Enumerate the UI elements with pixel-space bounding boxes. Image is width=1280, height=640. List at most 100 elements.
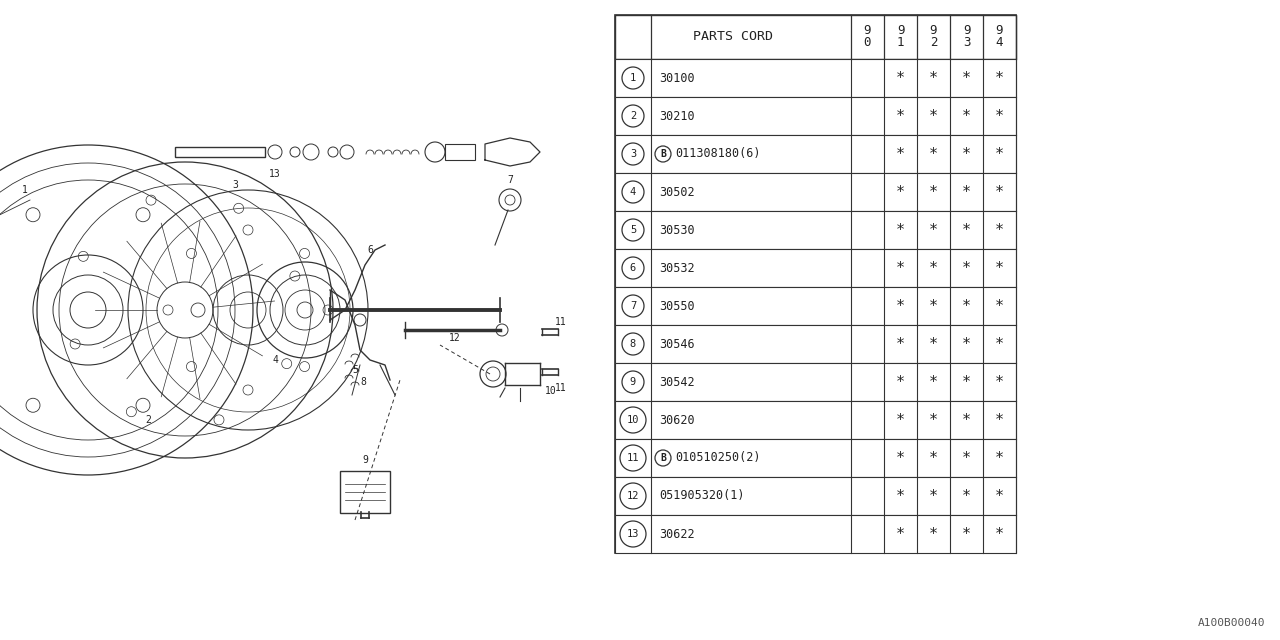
Text: *: * bbox=[896, 223, 905, 237]
Text: 10: 10 bbox=[545, 386, 557, 396]
Text: 6: 6 bbox=[630, 263, 636, 273]
Bar bbox=[614, 249, 1016, 287]
Text: 1: 1 bbox=[630, 73, 636, 83]
Text: *: * bbox=[995, 337, 1004, 351]
Text: 4: 4 bbox=[273, 355, 278, 365]
Text: *: * bbox=[995, 109, 1004, 124]
Text: 9
4: 9 4 bbox=[996, 24, 1004, 49]
Text: *: * bbox=[929, 374, 938, 390]
Bar bbox=[614, 477, 1016, 515]
Text: 30532: 30532 bbox=[659, 262, 695, 275]
Text: *: * bbox=[963, 70, 972, 86]
Text: *: * bbox=[929, 451, 938, 465]
Text: B: B bbox=[660, 453, 666, 463]
Text: *: * bbox=[929, 413, 938, 428]
Text: *: * bbox=[995, 527, 1004, 541]
Text: *: * bbox=[929, 147, 938, 161]
Text: 13: 13 bbox=[269, 169, 280, 179]
Text: *: * bbox=[896, 184, 905, 200]
Text: *: * bbox=[995, 374, 1004, 390]
Text: *: * bbox=[995, 147, 1004, 161]
Text: 6: 6 bbox=[367, 245, 372, 255]
Text: 30100: 30100 bbox=[659, 72, 695, 84]
Text: 010510250(2): 010510250(2) bbox=[675, 451, 760, 465]
Bar bbox=[445, 144, 475, 160]
Text: 30502: 30502 bbox=[659, 186, 695, 198]
Text: 30622: 30622 bbox=[659, 527, 695, 541]
Text: *: * bbox=[963, 223, 972, 237]
Text: 12: 12 bbox=[449, 333, 461, 343]
Text: 11: 11 bbox=[556, 317, 567, 327]
Text: *: * bbox=[963, 109, 972, 124]
Bar bbox=[175, 147, 265, 157]
Text: 30530: 30530 bbox=[659, 223, 695, 237]
Text: 9: 9 bbox=[362, 455, 367, 465]
Text: *: * bbox=[929, 527, 938, 541]
Text: *: * bbox=[995, 223, 1004, 237]
Text: *: * bbox=[929, 223, 938, 237]
Bar bbox=[614, 15, 1016, 59]
Text: 9: 9 bbox=[630, 377, 636, 387]
Text: 5: 5 bbox=[352, 365, 358, 375]
Bar bbox=[614, 287, 1016, 325]
Text: *: * bbox=[963, 337, 972, 351]
Text: *: * bbox=[896, 413, 905, 428]
Text: 5: 5 bbox=[630, 225, 636, 235]
Text: 9
0: 9 0 bbox=[864, 24, 872, 49]
Bar bbox=[614, 325, 1016, 363]
Text: *: * bbox=[929, 298, 938, 314]
Text: *: * bbox=[896, 70, 905, 86]
Text: B: B bbox=[660, 149, 666, 159]
Text: *: * bbox=[896, 527, 905, 541]
Text: *: * bbox=[995, 70, 1004, 86]
Text: 9
2: 9 2 bbox=[929, 24, 937, 49]
Text: 9
3: 9 3 bbox=[963, 24, 970, 49]
Text: *: * bbox=[963, 184, 972, 200]
Text: 3: 3 bbox=[630, 149, 636, 159]
Bar bbox=[614, 211, 1016, 249]
Text: 11: 11 bbox=[627, 453, 639, 463]
Text: *: * bbox=[896, 488, 905, 504]
Text: *: * bbox=[896, 337, 905, 351]
Text: 2: 2 bbox=[630, 111, 636, 121]
Bar bbox=[614, 135, 1016, 173]
Bar bbox=[614, 15, 1016, 553]
Text: *: * bbox=[963, 488, 972, 504]
Bar bbox=[614, 97, 1016, 135]
Text: *: * bbox=[995, 488, 1004, 504]
Text: 011308180(6): 011308180(6) bbox=[675, 147, 760, 161]
Text: *: * bbox=[995, 413, 1004, 428]
Text: *: * bbox=[963, 413, 972, 428]
Text: *: * bbox=[929, 337, 938, 351]
Text: *: * bbox=[995, 260, 1004, 275]
Text: *: * bbox=[963, 527, 972, 541]
Text: *: * bbox=[896, 109, 905, 124]
Text: *: * bbox=[929, 109, 938, 124]
Text: *: * bbox=[929, 260, 938, 275]
Text: *: * bbox=[896, 374, 905, 390]
Text: *: * bbox=[995, 451, 1004, 465]
Text: 30550: 30550 bbox=[659, 300, 695, 312]
Text: 30620: 30620 bbox=[659, 413, 695, 426]
Text: 10: 10 bbox=[627, 415, 639, 425]
Text: 11: 11 bbox=[556, 383, 567, 393]
Text: *: * bbox=[896, 147, 905, 161]
Text: 3: 3 bbox=[232, 180, 238, 190]
Text: *: * bbox=[963, 451, 972, 465]
Text: 8: 8 bbox=[630, 339, 636, 349]
Bar bbox=[614, 59, 1016, 97]
Text: *: * bbox=[896, 451, 905, 465]
Text: *: * bbox=[896, 260, 905, 275]
Text: *: * bbox=[896, 298, 905, 314]
Text: *: * bbox=[963, 298, 972, 314]
Text: 2: 2 bbox=[145, 415, 151, 425]
Bar bbox=[614, 439, 1016, 477]
Text: A100B00040: A100B00040 bbox=[1198, 618, 1265, 628]
Text: 051905320(1): 051905320(1) bbox=[659, 490, 745, 502]
Text: *: * bbox=[929, 488, 938, 504]
Text: *: * bbox=[963, 374, 972, 390]
Text: 4: 4 bbox=[630, 187, 636, 197]
Text: 30210: 30210 bbox=[659, 109, 695, 122]
Text: 30546: 30546 bbox=[659, 337, 695, 351]
Text: *: * bbox=[929, 184, 938, 200]
